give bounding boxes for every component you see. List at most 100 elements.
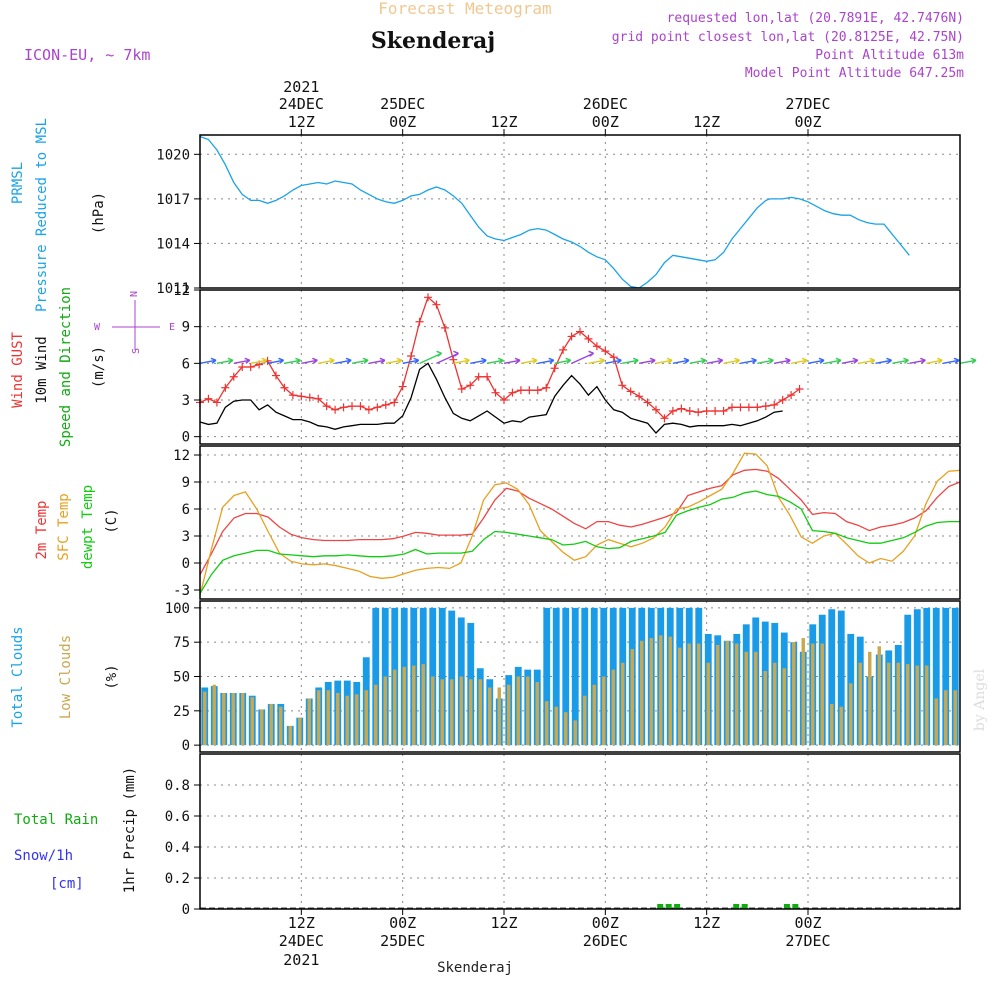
y-tick-label: 100 (165, 601, 190, 617)
rain-bar (665, 904, 672, 909)
t2m-label: 2m Temp (34, 500, 50, 559)
wind-arrow-head (852, 357, 859, 364)
x-tick-label-top: 26DEC (583, 95, 628, 113)
wind-arrow (841, 359, 858, 365)
gust-marker (728, 403, 736, 412)
low-cloud-bar (554, 706, 558, 746)
gust-marker (246, 363, 255, 371)
low-cloud-bar (687, 643, 691, 746)
low-cloud-bar (592, 684, 596, 746)
x-tick-label-top: 12Z (288, 113, 315, 131)
y-tick-label: 3 (182, 393, 190, 409)
wind-arrow-head (768, 357, 774, 364)
gust-line (199, 296, 800, 420)
wind-arrow (537, 359, 554, 365)
low-cloud-bar (507, 684, 511, 746)
wind-arrow (503, 359, 521, 365)
wind-arrow (250, 359, 267, 365)
low-cloud-bar (288, 725, 292, 746)
gust-marker (778, 396, 787, 404)
wind-arrow (453, 359, 470, 365)
low-cloud-bar (383, 676, 387, 746)
low-cloud-bar (925, 665, 929, 746)
low-cloud-bar (402, 666, 406, 746)
gust-marker (339, 403, 348, 412)
top-title: Forecast Meteogram (378, 0, 551, 18)
wind-arrow-head (835, 357, 842, 364)
x-tick-label-bottom: 25DEC (380, 932, 425, 950)
wind-arrow (774, 359, 791, 365)
low-cloud-bar (317, 690, 321, 746)
x-tick-label-bottom: 26DEC (583, 932, 628, 950)
model-label: ICON-EU, ~ 7km (24, 46, 150, 64)
gust-marker (533, 386, 542, 395)
x-tick-label-bottom: 00Z (389, 914, 416, 932)
low-cloud-bar (545, 701, 549, 746)
gust-marker (398, 382, 407, 391)
low-cloud-bar (212, 684, 216, 746)
wind-unit: (m/s) (91, 346, 107, 388)
x-tick-label-bottom: 2021 (283, 951, 319, 969)
precip-ylabel: 1hr Precip (mm) (122, 767, 138, 893)
requested-coords: requested lon,lat (20.7891E, 42.7476N) (667, 11, 964, 26)
x-tick-label-top: 25DEC (380, 95, 425, 113)
low-cloud-bar (526, 676, 530, 746)
x-tick-label-bottom: 24DEC (279, 932, 324, 950)
temperature-panel (199, 452, 961, 596)
low-cloud-bar (906, 664, 910, 746)
model-altitude: Model Point Altitude 647.25m (745, 66, 964, 81)
wind-arrow (470, 359, 487, 365)
gust-marker (297, 392, 306, 401)
low-cloud-bar (896, 662, 900, 746)
low-cloud-bar (934, 698, 938, 746)
low-cloud-bar (326, 690, 330, 746)
gust-marker (584, 334, 593, 343)
wind-arrow-head (801, 357, 808, 364)
wind-arrow-head (464, 357, 470, 364)
y-tick-label: 6 (182, 356, 190, 372)
low-cloud-bar (801, 638, 805, 746)
low-cloud-bar (716, 644, 720, 746)
gust-marker (559, 345, 568, 354)
gust-marker (567, 332, 576, 341)
wind-arrow (790, 359, 808, 365)
low-cloud-bar (364, 690, 368, 746)
low-cloud-bar (260, 709, 264, 746)
wind-arrow (672, 359, 690, 365)
total-cloud-bar (552, 607, 560, 746)
low-cloud-bar (649, 638, 653, 746)
point-altitude: Point Altitude 613m (815, 48, 964, 63)
y-tick-label: 12 (173, 283, 190, 299)
low-cloud-bar (953, 690, 957, 746)
low-cloud-bar (478, 679, 482, 746)
rain-label: Total Rain (14, 812, 98, 828)
wind-arrow-head (278, 357, 284, 364)
wind-arrow-head (295, 357, 301, 364)
panel-frame (199, 753, 961, 910)
low-cloud-bar (583, 695, 587, 746)
x-tick-label-bottom: 12Z (288, 914, 315, 932)
gust-marker (432, 300, 441, 309)
gust-marker (204, 394, 213, 403)
gust-marker (407, 352, 416, 360)
low-cloud-bar (279, 706, 283, 746)
wind-arrow (216, 359, 234, 365)
wind-arrow-head (953, 357, 960, 364)
wind-arrow (351, 359, 369, 365)
low-cloud-bar (887, 662, 891, 746)
gust-marker (356, 402, 365, 411)
y-tick-label: 0 (182, 430, 190, 446)
total-cloud-bar (562, 607, 570, 746)
wind-arrow-head (869, 357, 876, 364)
low-cloud-bar (564, 712, 568, 746)
wind-arrow (909, 359, 926, 365)
wind-arrow-head (480, 357, 487, 364)
y-tick-label: 0.4 (165, 840, 190, 856)
x-tick-label-top: 12Z (693, 113, 720, 131)
x-tick-label-top: 00Z (794, 113, 821, 131)
gust-marker (576, 327, 584, 336)
gust-marker (550, 364, 559, 373)
t2m-line (199, 468, 961, 576)
low-cloud-bar (868, 651, 872, 746)
wind-arrow-head (632, 357, 639, 364)
